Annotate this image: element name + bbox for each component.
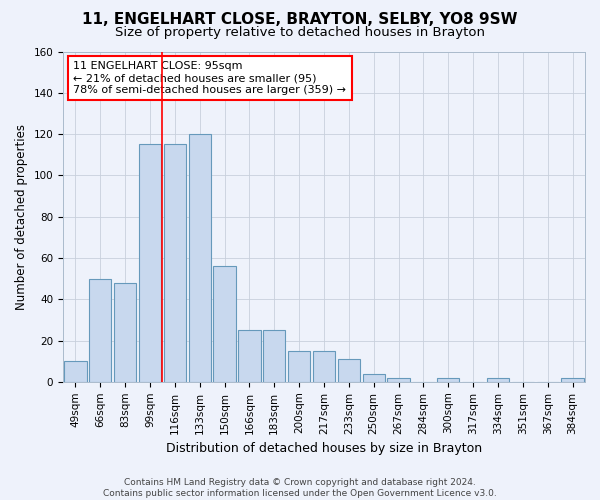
Bar (288, 351, 310, 382)
Bar (487, 378, 509, 382)
Bar (139, 144, 161, 382)
Text: Size of property relative to detached houses in Brayton: Size of property relative to detached ho… (115, 26, 485, 39)
X-axis label: Distribution of detached houses by size in Brayton: Distribution of detached houses by size … (166, 442, 482, 455)
Bar (263, 330, 286, 382)
Bar (313, 351, 335, 382)
Y-axis label: Number of detached properties: Number of detached properties (15, 124, 28, 310)
Bar (64, 361, 86, 382)
Bar (89, 278, 112, 382)
Text: 11, ENGELHART CLOSE, BRAYTON, SELBY, YO8 9SW: 11, ENGELHART CLOSE, BRAYTON, SELBY, YO8… (82, 12, 518, 28)
Bar (437, 378, 460, 382)
Bar (338, 359, 360, 382)
Bar (188, 134, 211, 382)
Bar (362, 374, 385, 382)
Bar (164, 144, 186, 382)
Bar (388, 378, 410, 382)
Bar (114, 282, 136, 382)
Text: Contains HM Land Registry data © Crown copyright and database right 2024.
Contai: Contains HM Land Registry data © Crown c… (103, 478, 497, 498)
Text: 11 ENGELHART CLOSE: 95sqm
← 21% of detached houses are smaller (95)
78% of semi-: 11 ENGELHART CLOSE: 95sqm ← 21% of detac… (73, 62, 346, 94)
Bar (214, 266, 236, 382)
Bar (238, 330, 260, 382)
Bar (562, 378, 584, 382)
